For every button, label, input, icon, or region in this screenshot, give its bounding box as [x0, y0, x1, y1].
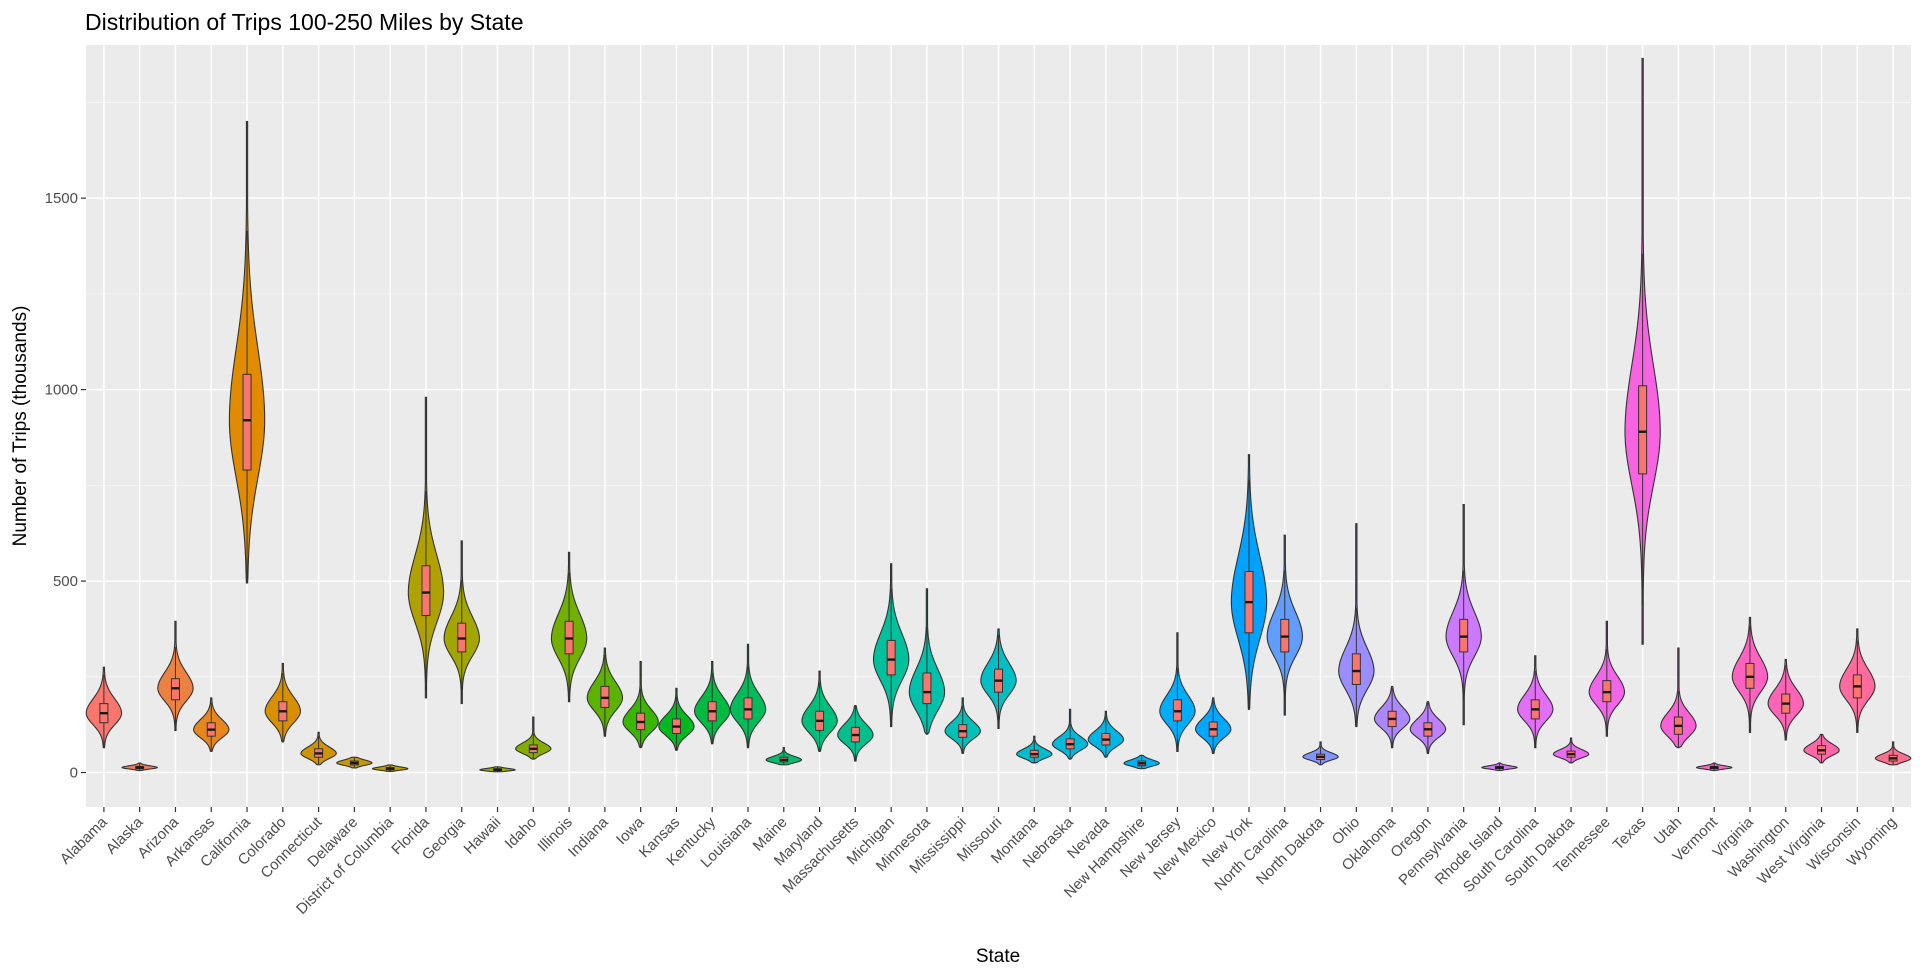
y-tick-label: 1500 — [45, 190, 78, 207]
box-iqr — [1351, 653, 1361, 685]
y-axis: 0 500 1000 1500 — [45, 190, 86, 782]
chart-title: Distribution of Trips 100-250 Miles by S… — [85, 9, 523, 35]
y-tick-label: 500 — [53, 573, 78, 590]
violins — [85, 57, 1912, 773]
box-iqr — [1638, 385, 1648, 475]
box-iqr — [922, 672, 932, 705]
box-iqr — [886, 639, 896, 676]
y-axis-title: Number of Trips (thousands) — [10, 306, 31, 547]
x-axis-title: State — [976, 946, 1020, 967]
box-iqr — [421, 565, 431, 617]
y-tick-label: 0 — [70, 765, 78, 782]
box-iqr — [242, 373, 252, 471]
y-tick-label: 1000 — [45, 382, 78, 399]
